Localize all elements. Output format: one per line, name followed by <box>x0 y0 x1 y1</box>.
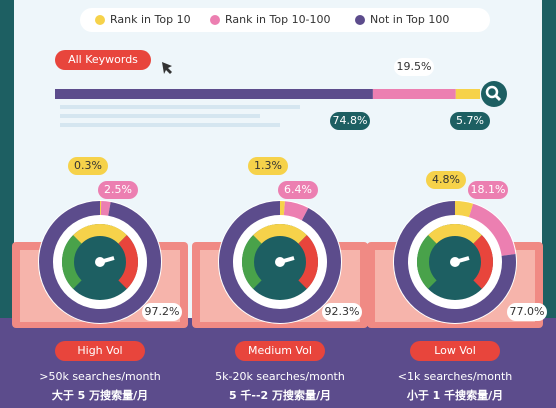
chart-caption: 大于 5 万搜索量/月 <box>52 388 148 402</box>
donut-segment <box>468 203 516 257</box>
deco-line <box>60 114 260 118</box>
chart-title: Low Vol <box>434 344 476 357</box>
label-box <box>394 58 434 76</box>
footer-band <box>0 318 556 408</box>
value-label: 4.8% <box>432 173 460 186</box>
gauge-arc <box>73 224 127 244</box>
gauge-pin <box>450 257 460 267</box>
gauge-arc <box>118 235 138 289</box>
donut-segment <box>219 201 341 323</box>
gauge-arc <box>428 224 482 244</box>
gauge-arc <box>473 235 493 289</box>
value-label: 97.2% <box>145 305 180 318</box>
gauge-pin <box>95 257 105 267</box>
label-box <box>278 181 318 199</box>
label-box <box>450 112 490 130</box>
gauge-arc <box>242 235 262 289</box>
cursor <box>162 62 172 74</box>
legend-box <box>80 8 490 32</box>
label-box <box>507 303 547 321</box>
value-label: 6.4% <box>284 183 312 196</box>
legend-label: Rank in Top 10 <box>110 13 191 26</box>
chart-title: High Vol <box>77 344 122 357</box>
legend-label: Rank in Top 10-100 <box>225 13 331 26</box>
value-label: 1.3% <box>254 159 282 172</box>
legend-swatch <box>355 15 365 25</box>
chart-caption: 小于 1 千搜索量/月 <box>406 388 503 402</box>
chart-title: Medium Vol <box>248 344 312 357</box>
label-box <box>248 157 288 175</box>
label-box <box>468 181 508 199</box>
category-label: All Keywords <box>68 53 138 66</box>
value-label: 2.5% <box>104 183 132 196</box>
legend-swatch <box>210 15 220 25</box>
label-box <box>142 303 182 321</box>
value-label: 0.3% <box>74 159 102 172</box>
deco-line <box>60 105 300 109</box>
label-box <box>330 112 370 130</box>
legend-swatch <box>95 15 105 25</box>
bar-segment <box>372 89 456 99</box>
search-glass <box>485 85 499 99</box>
donut-segment <box>283 201 309 221</box>
donut-segment <box>39 201 161 323</box>
legend-label: Not in Top 100 <box>370 13 449 26</box>
chart-caption: 5 千--2 万搜索量/月 <box>229 388 331 402</box>
donut-segment <box>100 201 111 216</box>
value-label: 77.0% <box>510 305 545 318</box>
donut-segment <box>454 201 474 218</box>
label-box <box>322 303 362 321</box>
label-box <box>68 157 108 175</box>
gauge-arc <box>253 224 307 244</box>
deco-line <box>60 123 280 127</box>
chart-subtitle: 5k-20k searches/month <box>215 370 345 383</box>
value-label: 92.3% <box>325 305 360 318</box>
donut-segment <box>394 201 516 323</box>
value-label: 74.8% <box>333 114 368 127</box>
search-icon <box>481 81 507 107</box>
chart-subtitle: <1k searches/month <box>398 370 513 383</box>
chart-subtitle: >50k searches/month <box>39 370 161 383</box>
gauge-arc <box>298 235 318 289</box>
gauge-arc <box>417 235 437 289</box>
label-box <box>235 341 325 361</box>
gauge-arc <box>62 235 82 289</box>
label-box <box>55 50 151 70</box>
bar-segment <box>455 89 480 99</box>
label-box <box>98 181 138 199</box>
value-label: 5.7% <box>456 114 484 127</box>
label-box <box>426 171 466 189</box>
value-label: 19.5% <box>397 60 432 73</box>
search-handle <box>494 94 502 102</box>
gauge-pin <box>275 257 285 267</box>
label-box <box>410 341 500 361</box>
value-label: 18.1% <box>471 183 506 196</box>
bar-segment <box>55 89 373 99</box>
label-box <box>55 341 145 361</box>
